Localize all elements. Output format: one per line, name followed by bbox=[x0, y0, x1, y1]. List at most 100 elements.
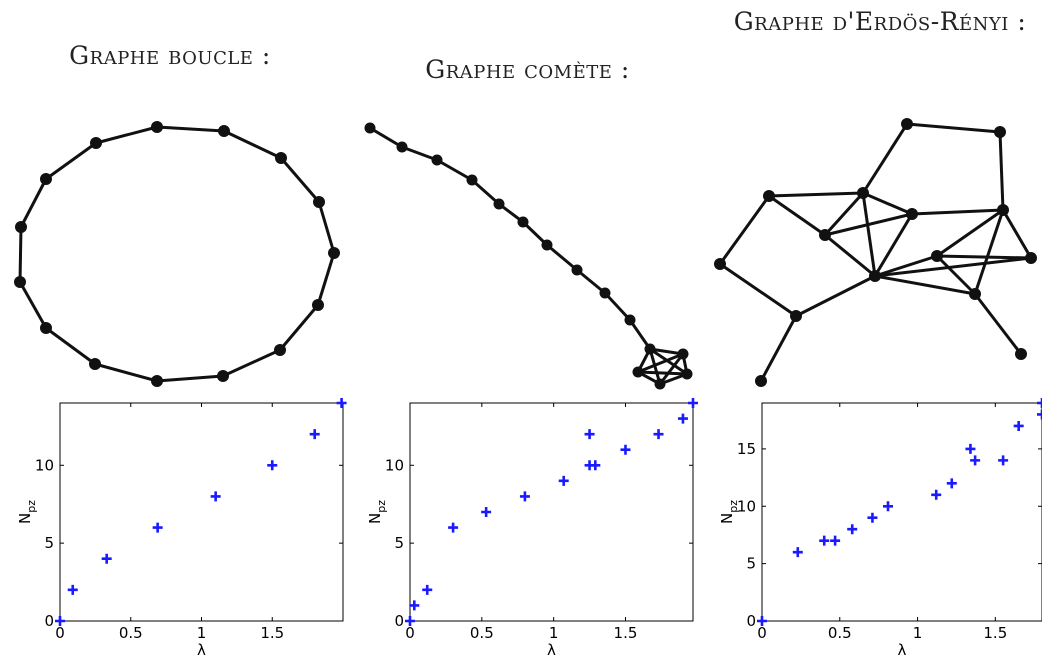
graph-node bbox=[599, 287, 611, 299]
graph-node bbox=[396, 141, 408, 153]
data-point bbox=[210, 491, 221, 502]
y-tick-label: 5 bbox=[746, 555, 756, 573]
y-axis-label: Npz bbox=[366, 500, 388, 524]
graph-node bbox=[275, 152, 287, 164]
graph-node bbox=[677, 348, 689, 360]
graph-node bbox=[493, 198, 505, 210]
graph-node bbox=[869, 270, 881, 282]
graph-node bbox=[312, 299, 324, 311]
plot-frame bbox=[409, 402, 694, 622]
graph-edge bbox=[911, 208, 1004, 216]
graph-edge bbox=[874, 254, 938, 278]
plot-frame bbox=[59, 402, 344, 622]
graph-edge bbox=[316, 252, 336, 306]
graph-node bbox=[755, 375, 767, 387]
graph-edge bbox=[649, 347, 684, 356]
graph-edge bbox=[19, 178, 48, 228]
y-axis-label-main: N bbox=[16, 513, 34, 524]
x-tick-label: 1 bbox=[549, 624, 559, 642]
y-tick-label: 5 bbox=[394, 534, 404, 552]
graph-edge bbox=[936, 208, 1004, 258]
graph-node bbox=[632, 366, 644, 378]
y-tick-label: 0 bbox=[44, 612, 54, 630]
data-point bbox=[448, 522, 459, 533]
x-tick-label: 1 bbox=[913, 624, 923, 642]
graph-node bbox=[466, 174, 478, 186]
y-tick-label: 15 bbox=[737, 440, 756, 458]
graph-edge bbox=[874, 274, 976, 296]
data-point bbox=[152, 522, 163, 533]
x-tick-label: 0.5 bbox=[119, 624, 143, 642]
graph-edge bbox=[649, 347, 688, 376]
y-axis-label: Npz bbox=[16, 500, 38, 524]
y-axis-label-subscript: pz bbox=[727, 500, 740, 513]
graphe-erdos-renyi bbox=[714, 118, 1037, 387]
graph-edge bbox=[718, 195, 771, 265]
data-point bbox=[101, 553, 112, 564]
y-axis-label-subscript: pz bbox=[375, 500, 388, 513]
graph-node bbox=[517, 216, 529, 228]
y-tick-label: 5 bbox=[44, 534, 54, 552]
data-point bbox=[867, 512, 878, 523]
graph-node bbox=[654, 378, 666, 390]
x-tick-label: 0 bbox=[757, 624, 767, 642]
x-axis-label: λ bbox=[547, 641, 556, 659]
graphe-boucle bbox=[14, 121, 340, 387]
graph-edge bbox=[94, 362, 158, 383]
graph-edge bbox=[546, 243, 578, 272]
data-point bbox=[792, 547, 803, 558]
graph-node bbox=[997, 204, 1009, 216]
graph-edge bbox=[603, 291, 632, 322]
graph-node bbox=[969, 288, 981, 300]
data-point bbox=[267, 460, 278, 471]
data-point bbox=[584, 429, 595, 440]
graph-edge bbox=[658, 353, 685, 385]
data-point bbox=[965, 443, 976, 454]
graph-edge bbox=[768, 194, 826, 237]
data-point bbox=[653, 429, 664, 440]
y-tick-label: 0 bbox=[394, 612, 404, 630]
y-axis-label-main: N bbox=[366, 513, 384, 524]
graph-node bbox=[624, 314, 636, 326]
graph-edge bbox=[906, 122, 1001, 134]
graph-node bbox=[857, 187, 869, 199]
x-tick-label: 0.5 bbox=[828, 624, 852, 642]
x-tick-label: 0.5 bbox=[470, 624, 494, 642]
graph-node bbox=[151, 375, 163, 387]
data-point bbox=[409, 600, 420, 611]
graph-node bbox=[151, 121, 163, 133]
graph-edge bbox=[824, 212, 913, 237]
graph-edge bbox=[95, 125, 158, 145]
data-point bbox=[405, 616, 415, 626]
plot-frame bbox=[761, 402, 1042, 622]
title-graphe-erdos-renyi: Graphe d'Erdös-Rényi : bbox=[733, 7, 1027, 36]
graph-edge bbox=[156, 374, 224, 383]
data-point bbox=[998, 455, 1009, 466]
graph-node bbox=[274, 344, 286, 356]
graph-node bbox=[994, 126, 1006, 138]
graph-edge bbox=[637, 352, 684, 374]
graph-edge bbox=[936, 254, 1032, 260]
title-graphe-comete: Graphe comète : bbox=[425, 55, 630, 84]
data-point bbox=[946, 478, 957, 489]
data-point bbox=[1037, 398, 1042, 408]
graph-edge bbox=[874, 256, 1032, 278]
data-point bbox=[55, 616, 65, 626]
data-point bbox=[847, 524, 858, 535]
graph-node bbox=[14, 276, 26, 288]
graph-node bbox=[218, 125, 230, 137]
x-tick-label: 0 bbox=[405, 624, 415, 642]
graph-edge bbox=[369, 126, 403, 149]
graph-node bbox=[819, 229, 831, 241]
graph-node bbox=[313, 196, 325, 208]
graph-edge bbox=[156, 125, 225, 133]
graph-edge bbox=[935, 254, 977, 296]
graph-node bbox=[644, 343, 656, 355]
data-point bbox=[590, 460, 601, 471]
data-point bbox=[970, 455, 981, 466]
graph-node bbox=[571, 264, 583, 276]
graph-edge bbox=[18, 281, 48, 329]
y-axis-label-subscript: pz bbox=[25, 500, 38, 513]
y-axis-label-main: N bbox=[718, 513, 736, 524]
graph-edge bbox=[222, 348, 281, 378]
